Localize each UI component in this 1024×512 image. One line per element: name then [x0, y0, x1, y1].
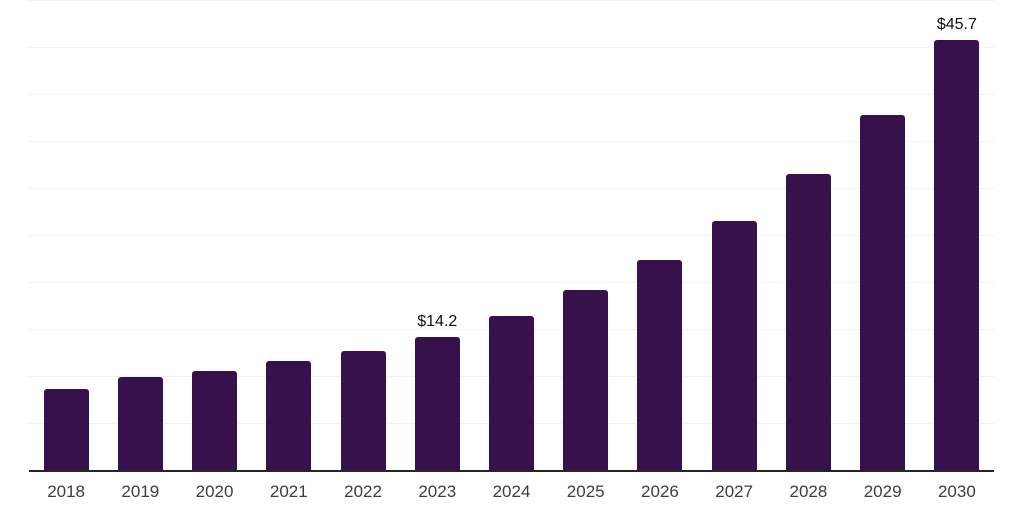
gridline: [29, 0, 994, 1]
x-tick-2029: 2029: [863, 482, 902, 501]
bar-2019: [117, 376, 163, 470]
x-tick-2027: 2027: [715, 482, 754, 501]
gridline: [29, 94, 994, 95]
x-tick-2021: 2021: [269, 482, 308, 501]
bar-2030: [934, 40, 980, 470]
x-axis-labels: 2018 2019 2020 2021 2022 2023 2024 2025 2026 2027…: [29, 480, 994, 504]
bar-2022: [340, 350, 386, 470]
x-tick-2028: 2028: [789, 482, 828, 501]
bar-2028: [785, 173, 831, 470]
gridline: [29, 141, 994, 142]
x-tick-2020: 2020: [195, 482, 234, 501]
plot-area: $14.2 $45.7: [29, 0, 994, 472]
bar-2021: [266, 360, 312, 470]
value-label-2030: $45.7: [936, 16, 977, 34]
x-tick-2022: 2022: [344, 482, 382, 501]
x-tick-2026: 2026: [641, 482, 679, 501]
bar-2023: [414, 336, 460, 470]
value-label-2023: $14.2: [417, 312, 458, 330]
bar-2027: [711, 220, 757, 470]
gridline: [29, 188, 994, 189]
bar-2029: [860, 114, 906, 470]
bar-2024: [489, 315, 534, 470]
x-tick-2025: 2025: [566, 482, 605, 501]
x-tick-2024: 2024: [492, 482, 531, 501]
gridline: [29, 282, 994, 283]
gridline: [29, 47, 994, 48]
gridline: [29, 235, 994, 236]
bar-2026: [637, 260, 683, 470]
x-tick-2018: 2018: [47, 482, 86, 501]
x-tick-2019: 2019: [121, 482, 160, 501]
x-tick-2030: 2030: [937, 482, 976, 501]
bar-2018: [43, 389, 89, 470]
bar-2020: [192, 371, 238, 470]
bar-2025: [563, 290, 609, 470]
x-tick-2023: 2023: [418, 482, 457, 501]
